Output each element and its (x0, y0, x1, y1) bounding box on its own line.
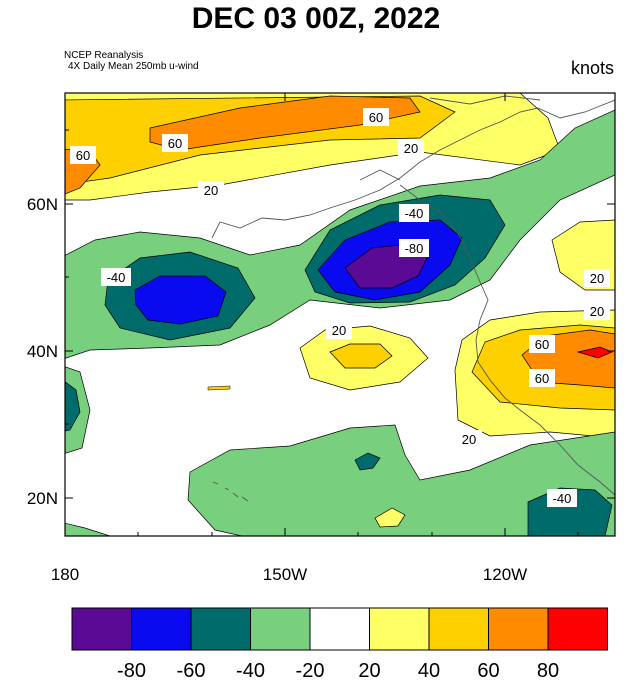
lon-label-150w: 150W (263, 565, 307, 584)
lat-label-20n: 20N (27, 489, 58, 508)
svg-text:20: 20 (332, 323, 346, 338)
contour-label-60-c: 60 (70, 146, 96, 164)
colorbar-labels: -80 -60 -40 -20 20 40 60 80 (117, 660, 559, 681)
contour-label-minus40-c: -40 (547, 489, 577, 507)
svg-text:60: 60 (535, 337, 549, 352)
colorbar-swatch (131, 607, 192, 651)
latitude-axis: 60N 40N 20N (27, 129, 615, 508)
colorbar-swatch (488, 607, 549, 651)
colorbar-swatch (547, 607, 608, 651)
svg-text:20: 20 (590, 271, 604, 286)
lon-label-180: 180 (51, 565, 79, 584)
source-name: NCEP Reanalysis (64, 50, 144, 61)
colorbar-tick-label: -60 (177, 660, 206, 681)
colorbar-swatch (428, 607, 489, 651)
map-plot-area (65, 93, 615, 536)
positive-east-80 (576, 346, 613, 359)
svg-text:20: 20 (404, 141, 418, 156)
svg-text:20: 20 (204, 183, 218, 198)
small-positive-20 (374, 507, 406, 528)
svg-text:-80: -80 (405, 241, 424, 256)
colorbar-swatch (369, 607, 430, 651)
tiny-positive-40 (207, 385, 231, 391)
contour-label-minus80: -80 (399, 239, 429, 257)
svg-text:60: 60 (168, 136, 182, 151)
contour-label-20-e: 20 (326, 321, 352, 339)
svg-text:60: 60 (369, 110, 383, 125)
coastline-hawaii (212, 481, 249, 502)
svg-text:-40: -40 (107, 270, 126, 285)
coastline-north-america (211, 99, 615, 496)
lat-label-40n: 40N (27, 342, 58, 361)
positive-center-40 (329, 343, 393, 369)
contour-labels: 60 60 60 20 20 -40 -80 -40 20 20 20 60 6… (70, 108, 610, 507)
variable-description: 4X Daily Mean 250mb u-wind (68, 61, 199, 72)
trough-west-60 (134, 275, 227, 325)
svg-text:20: 20 (590, 304, 604, 319)
south-negative-20 (187, 424, 615, 536)
colorbar-swatch (71, 607, 132, 651)
contour-label-60-b: 60 (162, 134, 188, 152)
colorbar (71, 607, 608, 651)
contour-label-minus40-b: -40 (101, 268, 131, 286)
coastline-alaska (359, 95, 541, 181)
colorbar-tick-label: 20 (358, 660, 380, 681)
lon-label-120w: 120W (483, 565, 527, 584)
contour-label-20-a: 20 (398, 139, 424, 157)
colorbar-tick-label: 40 (418, 660, 440, 681)
colorbar-tick-label: -20 (296, 660, 325, 681)
svg-text:60: 60 (535, 371, 549, 386)
west-negative-40 (65, 381, 81, 432)
colorbar-tick-label: -40 (236, 660, 265, 681)
contour-label-20-b: 20 (198, 181, 224, 199)
svg-text:20: 20 (462, 432, 476, 447)
colorbar-swatch (250, 607, 311, 651)
contour-label-20-d: 20 (584, 302, 610, 320)
svg-text:60: 60 (76, 148, 90, 163)
lat-label-60n: 60N (27, 195, 58, 214)
contour-label-20-f: 20 (456, 430, 482, 448)
svg-text:-40: -40 (405, 206, 424, 221)
contour-label-minus40-a: -40 (399, 204, 429, 222)
colorbar-tick-label: -80 (117, 660, 146, 681)
contour-label-60-a: 60 (363, 108, 389, 126)
contour-label-20-c: 20 (584, 269, 610, 287)
units-label: knots (570, 58, 614, 78)
map-title: DEC 03 00Z, 2022 (191, 2, 441, 35)
colorbar-swatch (309, 607, 370, 651)
colorbar-swatch (190, 607, 251, 651)
colorbar-tick-label: 80 (537, 660, 559, 681)
longitude-axis: 180 150W 120W (51, 93, 579, 584)
svg-text:-40: -40 (553, 491, 572, 506)
sw-negative-20 (65, 522, 111, 536)
south-negative-40-small (354, 452, 381, 471)
contour-label-60-d: 60 (529, 335, 555, 353)
contour-label-60-e: 60 (529, 369, 555, 387)
colorbar-tick-label: 60 (477, 660, 499, 681)
map-frame (64, 92, 616, 537)
